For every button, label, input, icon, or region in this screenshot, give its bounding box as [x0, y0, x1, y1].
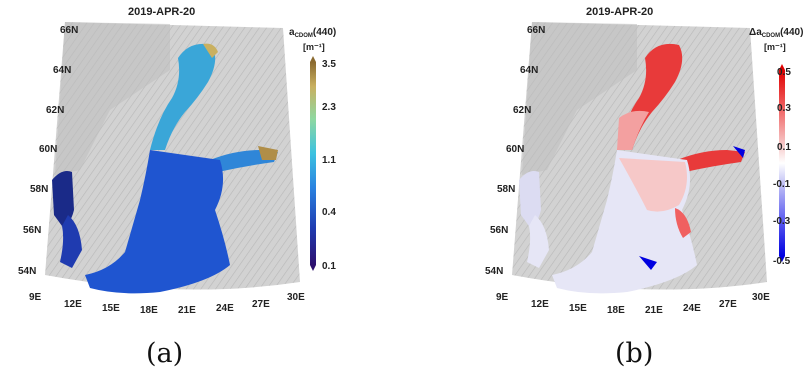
colorbar [310, 62, 316, 265]
sea-bothnian-bay-edge [203, 43, 218, 58]
colorbar-tick: 3.5 [322, 59, 336, 70]
colorbar-top-arrow [779, 64, 785, 70]
lon-label: 18E [140, 305, 158, 316]
sea-neva-bay [733, 146, 745, 158]
lon-label: 21E [645, 305, 663, 316]
lat-label: 54N [485, 266, 503, 277]
sea-coastal-south [639, 256, 657, 270]
colorbar-units: [m⁻¹] [303, 42, 325, 52]
lon-label: 27E [252, 299, 270, 310]
map-panel-a: 2019-APR-20 [0, 0, 400, 369]
panel-caption: (b) [615, 338, 654, 369]
colorbar-units: [m⁻¹] [764, 42, 786, 52]
lat-label: 66N [527, 25, 545, 36]
lon-label: 21E [178, 305, 196, 316]
lon-label: 9E [496, 292, 509, 303]
map-figure: aCDOM(440) [m⁻¹] 3.5 2.3 1.1 0.4 0.1 66N… [18, 22, 336, 316]
map-title: 2019-APR-20 [586, 6, 654, 18]
lon-label: 27E [719, 299, 737, 310]
sea-central-baltic [619, 158, 687, 212]
colorbar [779, 70, 785, 256]
lon-label: 18E [607, 305, 625, 316]
lon-label: 30E [287, 292, 305, 303]
map-panel-b: 2019-APR-20 [407, 0, 807, 369]
colorbar-tick: 2.3 [322, 102, 336, 113]
colorbar-bottom-arrow [779, 256, 785, 262]
colorbar-tick: 0.1 [777, 142, 791, 153]
land-area [522, 22, 637, 175]
lon-label: 15E [102, 303, 120, 314]
sea-baltic-proper [85, 150, 230, 294]
sea-skagerrak [519, 171, 541, 226]
lon-label: 24E [216, 303, 234, 314]
lon-label: 24E [683, 303, 701, 314]
lat-label: 56N [490, 225, 508, 236]
sea-gulf-of-finland [677, 150, 745, 172]
lat-label: 64N [53, 65, 71, 76]
lon-label: 15E [569, 303, 587, 314]
colorbar-tick: 0.4 [322, 207, 336, 218]
sea-kattegat [60, 215, 82, 268]
sea-bothnian-sea [617, 110, 649, 150]
lat-label: 58N [497, 184, 515, 195]
sea-skagerrak [52, 171, 74, 226]
map-title: 2019-APR-20 [128, 6, 196, 18]
lat-label: 66N [60, 25, 78, 36]
colorbar-tick: -0.3 [773, 216, 791, 227]
lon-label: 12E [64, 299, 82, 310]
lat-label: 62N [46, 105, 64, 116]
land-area [55, 22, 170, 175]
colorbar-tick: 0.1 [322, 261, 336, 272]
colorbar-top-arrow [310, 56, 316, 62]
colorbar-title: aCDOM(440) [289, 27, 336, 39]
lat-label: 64N [520, 65, 538, 76]
lat-label: 60N [39, 144, 57, 155]
map-figure: ΔaCDOM(440) [m⁻¹] 0.5 0.3 0.1 -0.1 -0.3 … [485, 22, 803, 316]
colorbar-tick: 0.3 [777, 103, 791, 114]
sea-neva-bay [258, 146, 278, 160]
lon-label: 9E [29, 292, 42, 303]
lat-label: 54N [18, 266, 36, 277]
lat-label: 62N [513, 105, 531, 116]
colorbar-tick: -0.5 [773, 256, 791, 267]
svg-text:aCDOM(440): aCDOM(440) [289, 27, 336, 39]
svg-text:ΔaCDOM(440): ΔaCDOM(440) [749, 27, 803, 39]
colorbar-tick: -0.1 [773, 179, 791, 190]
lon-label: 12E [531, 299, 549, 310]
sea-gulf-of-riga [675, 208, 691, 238]
lat-label: 58N [30, 184, 48, 195]
colorbar-bottom-arrow [310, 265, 316, 271]
colorbar-title: ΔaCDOM(440) [749, 27, 803, 39]
sea-kattegat [527, 215, 549, 268]
colorbar-tick: 0.5 [777, 67, 791, 78]
colorbar-tick: 1.1 [322, 155, 336, 166]
lat-label: 60N [506, 144, 524, 155]
panel-caption: (a) [146, 338, 184, 369]
sea-gulf-of-bothnia [150, 43, 216, 151]
lon-label: 30E [752, 292, 770, 303]
lat-label: 56N [23, 225, 41, 236]
